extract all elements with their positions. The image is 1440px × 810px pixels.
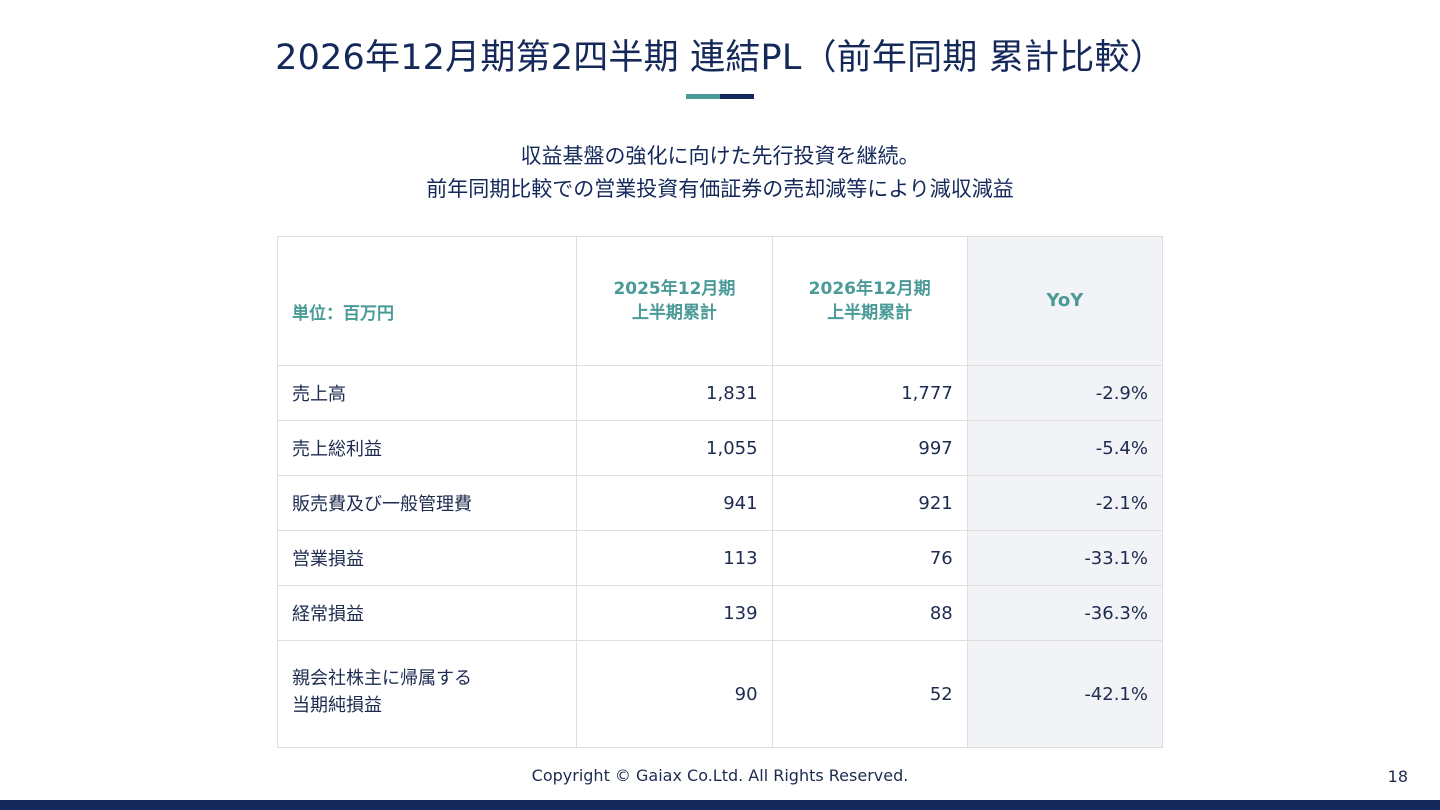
table-row: 営業損益 113 76 -33.1% — [276, 530, 1164, 586]
prev-period-header-line1: 2025年12月期 — [613, 279, 736, 299]
curr-period-header: 2026年12月期 上半期累計 — [771, 236, 968, 366]
curr-value: 997 — [771, 420, 968, 476]
table-row: 親会社株主に帰属する 当期純損益 90 52 -42.1% — [276, 640, 1164, 748]
row-label: 売上高 — [276, 365, 578, 421]
row-label: 親会社株主に帰属する 当期純損益 — [276, 640, 578, 748]
table-row: 経常損益 139 88 -36.3% — [276, 585, 1164, 641]
curr-period-header-line2: 上半期累計 — [827, 303, 913, 323]
row-label-line1: 親会社株主に帰属する — [292, 668, 472, 689]
table-row: 売上高 1,831 1,777 -2.9% — [276, 365, 1164, 421]
yoy-header: YoY — [966, 236, 1164, 366]
accent-teal-segment — [686, 94, 720, 99]
yoy-value: -42.1% — [966, 640, 1164, 748]
curr-value: 76 — [771, 530, 968, 586]
pl-comparison-table: 単位：百万円 2025年12月期 上半期累計 2026年12月期 上半期累計 Y… — [276, 236, 1164, 748]
table-header-row: 単位：百万円 2025年12月期 上半期累計 2026年12月期 上半期累計 Y… — [276, 236, 1164, 366]
copyright-notice: Copyright © Gaiax Co.Ltd. All Rights Res… — [531, 766, 909, 785]
prev-period-header: 2025年12月期 上半期累計 — [576, 236, 773, 366]
page-number: 18 — [1387, 767, 1408, 786]
row-label: 営業損益 — [276, 530, 578, 586]
row-label: 売上総利益 — [276, 420, 578, 476]
subtitle-line-2: 前年同期比較での営業投資有価証券の売却減等により減収減益 — [426, 177, 1014, 201]
yoy-value: -2.1% — [966, 475, 1164, 531]
prev-value: 1,055 — [576, 420, 773, 476]
prev-value: 1,831 — [576, 365, 773, 421]
curr-value: 921 — [771, 475, 968, 531]
yoy-value: -5.4% — [966, 420, 1164, 476]
row-label-line2: 当期純損益 — [292, 695, 382, 716]
yoy-value: -2.9% — [966, 365, 1164, 421]
unit-header: 単位：百万円 — [276, 236, 578, 366]
prev-period-header-line2: 上半期累計 — [631, 303, 717, 323]
accent-navy-segment — [720, 94, 754, 99]
curr-value: 88 — [771, 585, 968, 641]
yoy-value: -36.3% — [966, 585, 1164, 641]
curr-value: 52 — [771, 640, 968, 748]
curr-period-header-line1: 2026年12月期 — [808, 279, 931, 299]
prev-value: 113 — [576, 530, 773, 586]
row-label: 販売費及び一般管理費 — [276, 475, 578, 531]
footer-bar — [0, 800, 1440, 810]
subtitle-line-1: 収益基盤の強化に向けた先行投資を継続。 — [520, 144, 920, 168]
table-row: 売上総利益 1,055 997 -5.4% — [276, 420, 1164, 476]
prev-value: 941 — [576, 475, 773, 531]
title-accent-bar — [686, 94, 754, 99]
page-title: 2026年12月期第2四半期 連結PL（前年同期 累計比較） — [275, 38, 1165, 78]
prev-value: 139 — [576, 585, 773, 641]
prev-value: 90 — [576, 640, 773, 748]
table-row: 販売費及び一般管理費 941 921 -2.1% — [276, 475, 1164, 531]
curr-value: 1,777 — [771, 365, 968, 421]
yoy-value: -33.1% — [966, 530, 1164, 586]
row-label: 経常損益 — [276, 585, 578, 641]
